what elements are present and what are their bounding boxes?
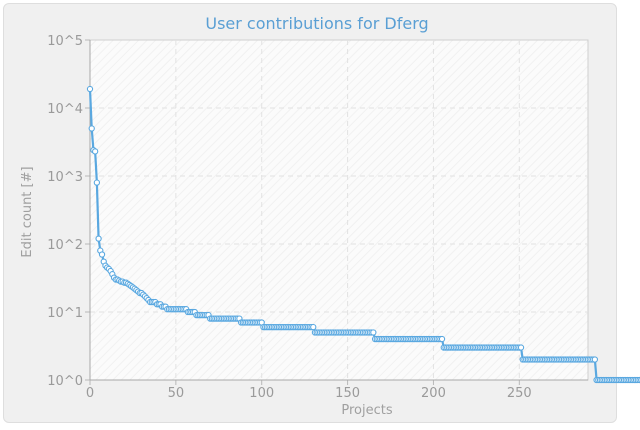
x-axis-label: Projects bbox=[341, 403, 392, 418]
data-point bbox=[438, 335, 446, 343]
x-tick-label: 200 bbox=[421, 386, 446, 401]
data-point bbox=[98, 251, 106, 258]
x-tick-label: 0 bbox=[86, 386, 94, 401]
data-points bbox=[86, 85, 640, 384]
y-tick-label: 10^1 bbox=[47, 306, 83, 321]
x-tick-label: 100 bbox=[249, 386, 274, 401]
y-tick-label: 10^3 bbox=[47, 170, 83, 185]
data-point bbox=[517, 344, 525, 351]
data-point bbox=[370, 329, 377, 336]
data-point bbox=[92, 148, 99, 155]
plot-area bbox=[89, 39, 589, 381]
x-tick-label: 50 bbox=[168, 386, 185, 401]
y-tick-label: 10^4 bbox=[47, 102, 83, 117]
y-tick-label: 10^5 bbox=[47, 34, 83, 49]
data-point bbox=[310, 323, 317, 331]
data-point bbox=[93, 179, 101, 186]
data-point bbox=[86, 85, 94, 93]
y-tick-label: 10^0 bbox=[47, 374, 83, 389]
x-tick-label: 250 bbox=[507, 386, 532, 401]
data-point bbox=[88, 125, 95, 132]
data-point bbox=[95, 235, 102, 242]
data-point bbox=[591, 356, 599, 363]
chart-title: User contributions for Dferg bbox=[205, 14, 428, 33]
y-axis-label: Edit count [#] bbox=[20, 166, 35, 257]
tick-labels: 10^0 10^1 10^2 10^3 10^4 10^5 0 50 100 150 200 250 bbox=[47, 34, 531, 401]
y-tick-label: 10^2 bbox=[47, 238, 83, 253]
x-tick-label: 150 bbox=[335, 386, 360, 401]
axes bbox=[85, 39, 588, 385]
